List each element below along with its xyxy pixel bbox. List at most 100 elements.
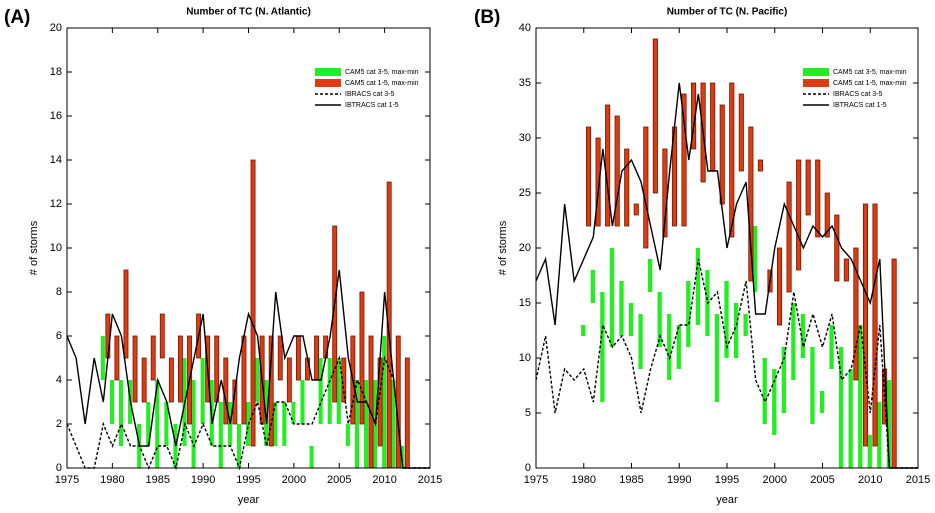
x-tick-label: 1995 [715, 474, 739, 486]
range-bar [633, 203, 639, 216]
legend-label: CAM5 cat 1-5, max-min [345, 80, 419, 87]
range-bar [595, 137, 601, 227]
y-tick-label: 30 [519, 132, 531, 144]
x-tick-label: 1990 [191, 474, 215, 486]
range-bar [805, 159, 811, 216]
range-bar [286, 357, 292, 403]
x-tick-label: 2000 [763, 474, 787, 486]
y-tick-label: 20 [519, 242, 531, 254]
range-bar [772, 369, 777, 435]
x-axis-label: year [716, 494, 738, 506]
legend-label: CAM5 cat 3-5, max-min [345, 69, 419, 76]
range-bar [609, 248, 615, 347]
chart-title: Number of TC (N. Pacific) [667, 7, 788, 18]
range-bar [791, 303, 796, 380]
range-bar [191, 380, 196, 468]
x-tick-label: 1975 [524, 474, 548, 486]
range-bar [395, 335, 401, 469]
line-series [535, 82, 918, 469]
range-bar [146, 402, 151, 446]
range-bar [652, 38, 658, 194]
line-series [66, 269, 430, 469]
range-bar [819, 391, 825, 413]
range-bar [867, 435, 872, 468]
x-tick-label: 2015 [906, 474, 930, 486]
x-tick-label: 1990 [667, 474, 691, 486]
legend-swatch [803, 79, 829, 87]
range-bar [614, 115, 620, 227]
range-bar [695, 248, 701, 325]
range-bar [318, 358, 323, 424]
range-bar [738, 93, 744, 172]
plot-frame [535, 27, 919, 469]
range-bar [624, 148, 630, 227]
range-bar [605, 104, 611, 227]
range-bar [834, 214, 840, 282]
x-tick-label: 2005 [810, 474, 834, 486]
range-bar [314, 335, 320, 381]
y-tick-label: 5 [525, 407, 531, 419]
x-tick-label: 2010 [858, 474, 882, 486]
range-bar [619, 281, 624, 336]
range-bar [164, 402, 169, 446]
y-tick-label: 10 [50, 242, 62, 254]
range-bar [667, 314, 672, 380]
legend-swatch [803, 68, 829, 76]
range-bar [177, 335, 183, 403]
y-tick-label: 15 [519, 297, 531, 309]
x-axis-label: year [238, 494, 260, 506]
range-bar [359, 291, 365, 425]
range-bar [404, 357, 410, 469]
y-tick-label: 40 [519, 22, 531, 34]
range-bar [100, 336, 105, 380]
legend-label: IBRACS cat 3-5 [833, 91, 883, 98]
range-bar [354, 380, 359, 468]
legend-label: IBTRACS cat 1-5 [833, 102, 887, 109]
range-bar [132, 335, 138, 403]
y-tick-label: 25 [519, 187, 531, 199]
range-bar [327, 358, 332, 424]
range-bar [123, 269, 129, 359]
x-tick-label: 1980 [572, 474, 596, 486]
x-tick-label: 1995 [236, 474, 260, 486]
range-bar [638, 314, 643, 369]
x-tick-label: 1985 [619, 474, 643, 486]
range-bar [200, 358, 205, 424]
y-tick-label: 6 [56, 330, 62, 342]
x-tick-label: 2015 [418, 474, 442, 486]
range-bar [872, 203, 878, 447]
range-bar [218, 402, 223, 468]
range-bar [858, 325, 863, 468]
range-bar [748, 126, 754, 282]
y-tick-label: 10 [519, 352, 531, 364]
range-bar [657, 292, 662, 347]
range-bar [114, 335, 120, 381]
range-bar [118, 380, 124, 446]
range-bar [810, 347, 815, 424]
range-bar [628, 303, 634, 336]
legend-label: CAM5 cat 3-5, max-min [833, 69, 907, 76]
y-axis-label: # of storms [28, 220, 40, 275]
range-bar [159, 313, 165, 359]
line-series [535, 258, 918, 469]
legend-swatch [315, 79, 341, 87]
range-bar [250, 159, 256, 447]
x-tick-label: 1985 [146, 474, 170, 486]
y-tick-label: 14 [50, 154, 62, 166]
y-tick-label: 35 [519, 77, 531, 89]
range-bar [829, 325, 834, 369]
x-tick-label: 2010 [372, 474, 396, 486]
y-tick-label: 2 [56, 418, 62, 430]
range-bar [862, 203, 869, 447]
panel-label: (A) [4, 7, 30, 28]
y-tick-label: 20 [50, 22, 62, 34]
range-bar [277, 335, 283, 381]
range-bar [643, 126, 649, 249]
legend-swatch [315, 68, 341, 76]
range-bar [109, 380, 114, 424]
range-bar [581, 325, 586, 336]
range-bar [676, 325, 681, 369]
range-bar [686, 281, 691, 347]
range-bar [681, 93, 687, 227]
